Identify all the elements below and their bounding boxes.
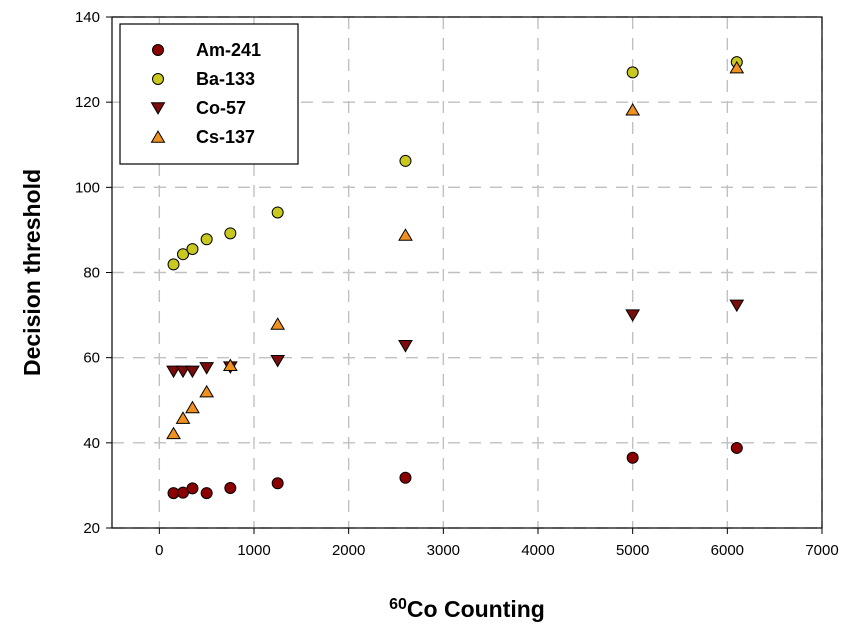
x-axis-title-superscript: 60 bbox=[389, 596, 407, 613]
legend-label: Co-57 bbox=[196, 98, 246, 118]
legend-label: Cs-137 bbox=[196, 127, 255, 147]
x-tick-label: 1000 bbox=[237, 542, 270, 559]
data-point-am-241 bbox=[626, 451, 639, 464]
x-axis-title: 60Co Counting bbox=[389, 596, 545, 623]
data-point-cs-137 bbox=[222, 358, 238, 372]
y-tick-label: 140 bbox=[75, 9, 100, 26]
data-point-ba-133 bbox=[399, 154, 412, 167]
legend-marker bbox=[152, 73, 164, 85]
x-tick-label: 6000 bbox=[711, 542, 744, 559]
data-point-cs-137 bbox=[270, 317, 286, 330]
data-point-am-241 bbox=[271, 477, 284, 490]
data-point-ba-133 bbox=[167, 258, 180, 271]
legend-marker bbox=[152, 44, 164, 56]
legend-label: Ba-133 bbox=[196, 69, 255, 89]
data-point-co-57 bbox=[199, 362, 215, 375]
x-tick-label: 3000 bbox=[427, 542, 460, 559]
data-point-cs-137 bbox=[175, 411, 191, 424]
data-point-am-241 bbox=[399, 471, 412, 484]
data-point-cs-137 bbox=[199, 384, 215, 398]
x-tick-label: 7000 bbox=[805, 542, 838, 559]
x-tick-label: 2000 bbox=[332, 542, 365, 559]
data-point-am-241 bbox=[200, 487, 213, 500]
data-point-am-241 bbox=[730, 441, 743, 454]
data-point-cs-137 bbox=[185, 400, 200, 414]
data-point-ba-133 bbox=[186, 243, 199, 256]
data-point-co-57 bbox=[166, 365, 181, 379]
axis-ticks: 0 1000 2000 3000 4000 5000 6000 7000 20 40 60 80 100… bbox=[75, 9, 839, 559]
y-tick-label: 100 bbox=[75, 179, 100, 196]
data-point-ba-133 bbox=[200, 233, 213, 246]
y-tick-label: 120 bbox=[75, 94, 100, 111]
data-point-cs-137 bbox=[398, 228, 413, 241]
legend: Am-241 Ba-133 Co-57 Cs-137 bbox=[119, 23, 299, 165]
y-tick-label: 40 bbox=[83, 435, 100, 452]
x-tick-label: 0 bbox=[155, 542, 163, 559]
y-tick-label: 20 bbox=[83, 520, 100, 537]
data-point-ba-133 bbox=[224, 227, 237, 240]
legend-marker bbox=[150, 130, 166, 143]
x-tick-label: 4000 bbox=[521, 542, 554, 559]
data-point-ba-133 bbox=[271, 206, 284, 219]
data-point-co-57 bbox=[175, 365, 191, 379]
data-point-cs-137 bbox=[166, 426, 181, 440]
data-point-co-57 bbox=[729, 299, 745, 313]
legend-label: Am-241 bbox=[196, 40, 261, 60]
data-point-cs-137 bbox=[625, 102, 641, 116]
data-point-cs-137 bbox=[729, 60, 745, 74]
legend-box bbox=[119, 23, 299, 165]
data-point-co-57 bbox=[270, 354, 286, 368]
data-points bbox=[166, 56, 745, 500]
data-point-ba-133 bbox=[626, 66, 639, 79]
legend-marker bbox=[150, 102, 166, 115]
data-point-ba-133 bbox=[177, 248, 189, 261]
data-point-am-241 bbox=[186, 482, 199, 495]
x-axis-title-text: Co Counting bbox=[407, 596, 545, 622]
data-point-co-57 bbox=[398, 340, 413, 353]
data-point-co-57 bbox=[625, 309, 641, 322]
data-point-am-241 bbox=[224, 481, 237, 494]
y-tick-label: 60 bbox=[83, 350, 100, 367]
x-tick-label: 5000 bbox=[616, 542, 649, 559]
y-axis-title: Decision threshold bbox=[19, 169, 45, 376]
y-tick-label: 80 bbox=[83, 265, 100, 282]
data-point-co-57 bbox=[185, 365, 200, 379]
